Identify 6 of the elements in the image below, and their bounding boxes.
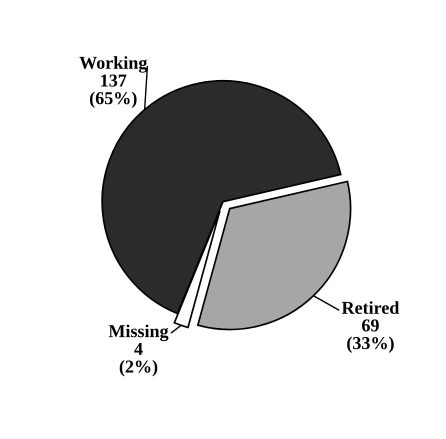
data-label: 4 (2%) — [120, 342, 158, 376]
slice-label: Working — [79, 56, 148, 73]
data-label: 69 (33%) — [347, 319, 394, 353]
slice-label: Retired — [342, 301, 400, 314]
data-label: 137 (65%) — [90, 74, 137, 108]
slice-label: Missing — [108, 324, 168, 342]
